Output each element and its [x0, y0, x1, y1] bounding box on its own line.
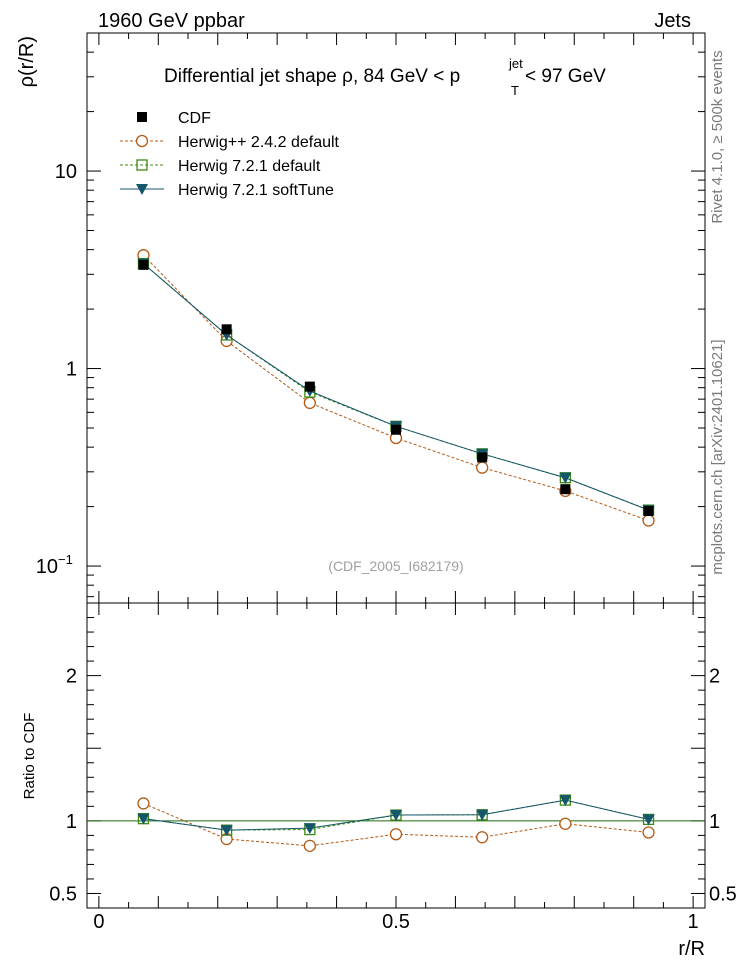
data-point — [643, 505, 654, 516]
ratio-tick-label-left: 2 — [66, 666, 77, 688]
ratio-plot-series — [137, 794, 655, 852]
main-axis-ticks — [87, 32, 705, 603]
legend-marker — [135, 134, 149, 148]
y-tick-label: 1 — [66, 359, 77, 381]
ratio-point — [220, 825, 233, 837]
chart-title-subscript: T — [511, 83, 519, 98]
ratio-point — [137, 813, 150, 825]
ratio-axis-title: Ratio to CDF — [21, 713, 38, 800]
legend-label: Herwig 7.2.1 default — [178, 158, 321, 175]
data-point — [221, 324, 232, 335]
ratio-point — [389, 828, 403, 841]
y-tick-label: 10 — [36, 556, 58, 578]
x-axis-title: r/R — [678, 938, 705, 960]
legend-label: Herwig 7.2.1 softTune — [178, 182, 334, 199]
data-point — [304, 381, 315, 392]
series-herwig-7-2-1-default — [137, 257, 655, 516]
data-point — [138, 259, 149, 270]
ratio-series-herwig-7-2-1-softtune — [137, 795, 655, 837]
data-point — [559, 472, 572, 484]
ratio-plot-frame — [86, 602, 706, 909]
ratio-point — [559, 795, 572, 807]
header-energy-label: 1960 GeV ppbar — [98, 10, 245, 32]
header-process-label: Jets — [654, 10, 691, 32]
x-tick-labels: 0 0.5 1 — [93, 911, 698, 933]
series-herwig-2-4-2-default — [137, 249, 655, 527]
analysis-id-label: (CDF_2005_I682179) — [328, 558, 463, 574]
legend-label: Herwig++ 2.4.2 default — [178, 134, 340, 151]
chart-title-superscript: jet — [508, 56, 523, 71]
ratio-tick-label-right: 0.5 — [709, 883, 737, 905]
data-point — [560, 484, 571, 495]
ratio-point — [559, 817, 572, 830]
data-point — [391, 424, 401, 435]
legend-marker — [136, 159, 148, 171]
series-line — [143, 263, 649, 511]
x-tick-label: 0 — [93, 911, 104, 933]
ratio-point — [476, 831, 489, 844]
ratio-point — [642, 814, 655, 826]
ratio-point — [476, 809, 489, 821]
legend-marker — [137, 112, 147, 122]
x-tick-label: 0.5 — [382, 911, 410, 933]
ratio-series-herwig-2-4-2-default — [137, 797, 655, 852]
ratio-tick-label-left: 0.5 — [49, 883, 77, 905]
series-herwig-7-2-1-softtune — [137, 258, 655, 517]
ratio-tick-label-right: 1 — [709, 811, 720, 833]
series-cdf — [138, 259, 654, 516]
ratio-tick-label-left: 1 — [66, 811, 77, 833]
legend-item: Herwig 7.2.1 softTune — [120, 182, 334, 199]
mcplots-reference-label: mcplots.cern.ch [arXiv:2401.10621] — [709, 339, 726, 574]
legend-item: Herwig++ 2.4.2 default — [120, 134, 340, 151]
ratio-point — [303, 839, 316, 852]
chart-title-suffix: < 97 GeV — [525, 66, 606, 87]
chart-title: Differential jet shape ρ, 84 GeV < p jet… — [164, 56, 606, 98]
legend-item: Herwig 7.2.1 default — [120, 158, 321, 175]
y-tick-label: 10 — [55, 161, 77, 183]
ratio-point — [303, 823, 316, 835]
y-axis-title: ρ(r/R) — [16, 36, 38, 87]
data-point — [476, 461, 489, 474]
data-point — [477, 452, 488, 463]
data-point — [303, 396, 316, 410]
main-plot-series — [137, 249, 655, 527]
legend-marker — [136, 184, 148, 195]
chart-title-text: Differential jet shape ρ, 84 GeV < p — [164, 66, 460, 87]
legend-label: CDF — [178, 110, 211, 127]
legend-item: CDF — [137, 110, 211, 127]
y-tick-exponent: −1 — [58, 552, 73, 567]
data-point — [642, 514, 655, 527]
series-line — [143, 263, 649, 511]
legend: CDF Herwig++ 2.4.2 default Herwig 7.2.1 de… — [120, 110, 340, 199]
ratio-point — [642, 826, 655, 839]
ratio-point — [390, 810, 402, 822]
ratio-axis-ticks — [87, 602, 705, 909]
rivet-version-label: Rivet 4.1.0, ≥ 500k events — [709, 50, 726, 223]
ratio-tick-label-right: 2 — [709, 666, 720, 688]
ratio-tick-labels: 2 2 1 1 0.5 0.5 — [49, 666, 737, 906]
ratio-point — [137, 797, 150, 810]
x-tick-label: 1 — [688, 911, 699, 933]
